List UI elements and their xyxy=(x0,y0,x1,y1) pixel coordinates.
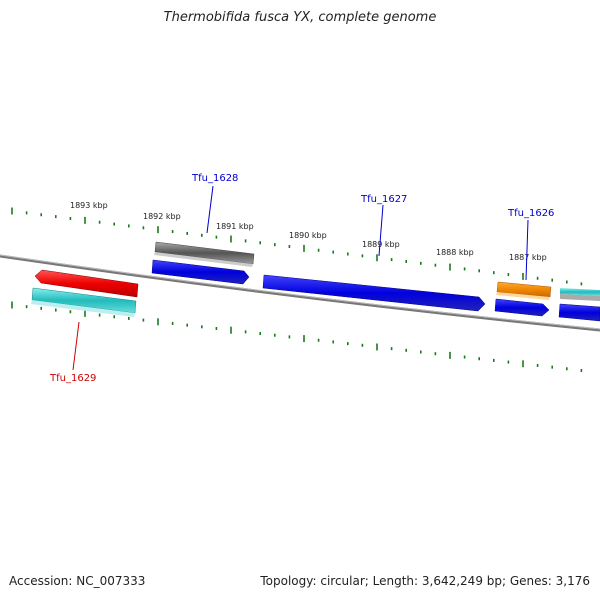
ruler-label: 1891 kbp xyxy=(216,222,254,231)
ruler-label: 1889 kbp xyxy=(362,240,400,249)
ruler-label: 1893 kbp xyxy=(70,201,108,210)
genome-backbone-highlight xyxy=(0,254,600,330)
ruler-label: 1890 kbp xyxy=(289,231,327,240)
leader-tfu-1627 xyxy=(378,204,384,257)
gene-label-tfu-1627[interactable]: Tfu_1627 xyxy=(360,194,407,205)
gene-label-tfu-1626[interactable]: Tfu_1626 xyxy=(507,208,554,219)
genome-summary-text: Topology: circular; Length: 3,642,249 bp… xyxy=(260,574,590,588)
ruler-ticks-upper xyxy=(11,207,583,286)
gene-tfu-1628-track-shadow xyxy=(154,252,253,267)
cds-forward-arrow[interactable] xyxy=(262,274,486,312)
ruler-label: 1888 kbp xyxy=(436,248,474,257)
gene-tfu-1626-track-shadow xyxy=(496,292,550,300)
gene-label-tfu-1629[interactable]: Tfu_1629 xyxy=(49,373,96,384)
ruler-label: 1892 kbp xyxy=(143,212,181,221)
genome-backbone xyxy=(0,254,600,332)
gene-edge-gray[interactable] xyxy=(560,294,600,301)
accession-text: Accession: NC_007333 xyxy=(9,574,146,588)
cds-forward-arrow[interactable] xyxy=(494,298,550,317)
gene-edge-cyan[interactable] xyxy=(560,288,600,296)
leader-tfu-1629 xyxy=(72,321,80,371)
cds-forward-arrow[interactable] xyxy=(558,303,600,322)
cds-reverse-arrow[interactable] xyxy=(34,269,139,298)
gene-label-tfu-1628[interactable]: Tfu_1628 xyxy=(191,173,238,184)
map-title: Thermobifida fusca YX, complete genome xyxy=(163,10,437,25)
ruler-ticks-lower xyxy=(11,301,583,372)
cds-forward-arrow[interactable] xyxy=(151,259,250,285)
leader-tfu-1628 xyxy=(206,185,214,234)
ruler-label: 1887 kbp xyxy=(509,253,547,262)
leader-tfu-1626 xyxy=(525,219,529,281)
gene-tfu-1629-track-shadow xyxy=(31,300,135,317)
